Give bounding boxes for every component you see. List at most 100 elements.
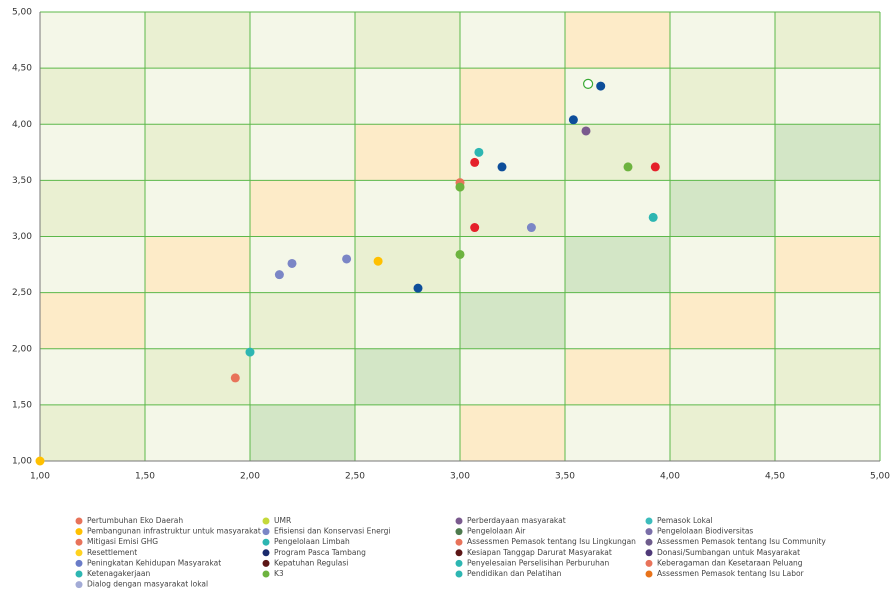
matrix-cell [145,68,250,125]
legend-label: Perberdayaan masyarakat [467,516,566,525]
data-point [455,182,465,192]
matrix-cell [670,68,775,125]
legend-marker [455,538,463,546]
legend-marker [262,570,270,578]
data-point [373,256,383,266]
legend-marker [645,528,653,536]
x-tick-label: 5,00 [870,472,890,482]
x-tick-label: 4,50 [765,472,785,482]
x-tick-label: 3,50 [555,472,575,482]
matrix-cell [355,292,460,349]
legend-label: Dialog dengan masyarakat lokal [87,580,208,589]
matrix-cell [250,12,355,69]
data-point [568,115,578,125]
legend-label: Pertumbuhan Eko Daerah [87,516,183,525]
matrix-cell [775,68,880,125]
legend-label: Pengelolaan Limbah [274,537,350,546]
data-point [413,283,423,293]
matrix-cell [355,236,460,293]
legend-label: Pemasok Lokal [657,516,713,525]
data-point [581,126,591,136]
legend-label: Pengelolaan Air [467,527,526,536]
legend-label: Pendidikan dan Pelatihan [467,569,562,578]
matrix-cell [40,292,145,349]
data-point [623,162,633,172]
y-tick-label: 5,00 [12,8,32,18]
legend-marker [645,559,653,567]
matrix-cell [355,348,460,405]
legend-marker [75,581,83,589]
matrix-cell [250,124,355,181]
legend-label: Assessmen Pemasok tentang Isu Labor [657,569,805,578]
matrix-cell [460,292,565,349]
legend-marker [455,528,463,536]
legend-marker [262,517,270,525]
legend-marker [262,528,270,536]
matrix-cell [565,12,670,69]
legend-label: Assessmen Pemasok tentang Isu Community [657,537,826,546]
data-point [497,162,507,172]
matrix-cell [670,404,775,461]
legend-marker [645,538,653,546]
matrix-cell [145,236,250,293]
matrix-cell [145,292,250,349]
legend-label: Pembangunan infrastruktur untuk masyarak… [87,527,261,536]
legend-marker [262,549,270,557]
y-tick-label: 3,00 [12,232,32,242]
matrix-cell [145,124,250,181]
matrix-cell [250,404,355,461]
matrix-cell [775,236,880,293]
x-tick-label: 3,00 [450,472,470,482]
matrix-cell [250,180,355,237]
legend-label: Assessmen Pemasok tentang Isu Lingkungan [467,537,636,546]
legend-marker [75,528,83,536]
matrix-cell [40,68,145,125]
y-tick-label: 4,00 [12,120,32,130]
matrix-cell [565,68,670,125]
matrix-cell [670,348,775,405]
x-tick-label: 1,00 [30,472,50,482]
data-point [230,373,240,383]
matrix-cell [565,180,670,237]
matrix-cell [40,236,145,293]
matrix-cell [565,348,670,405]
legend-marker [75,517,83,525]
legend-marker [75,570,83,578]
legend-marker [75,538,83,546]
matrix-cell [670,292,775,349]
legend-label: Ketenagakerjaan [87,569,150,578]
matrix-cell [40,348,145,405]
y-tick-label: 3,50 [12,176,32,186]
data-point [470,223,480,233]
legend-label: K3 [274,569,284,578]
matrix-cell [40,12,145,69]
matrix-cell [775,180,880,237]
matrix-cell [250,68,355,125]
data-point [342,254,352,264]
legend-label: Peningkatan Kehidupan Masyarakat [87,558,221,567]
matrix-cell [355,68,460,125]
legend-label: Kesiapan Tanggap Darurat Masyarakat [467,548,612,557]
legend-label: UMR [274,516,291,525]
matrix-cell [145,12,250,69]
x-tick-label: 2,50 [345,472,365,482]
y-tick-label: 4,50 [12,64,32,74]
matrix-cell [670,124,775,181]
matrix-cell [775,348,880,405]
legend-marker [455,559,463,567]
matrix-cell [565,236,670,293]
matrix-cell [145,180,250,237]
data-point [526,223,536,233]
data-point [274,270,284,280]
matrix-cell [460,404,565,461]
matrix-cell [355,180,460,237]
legend-marker [645,517,653,525]
y-tick-label: 1,50 [12,400,32,410]
legend-marker [455,517,463,525]
x-tick-label: 2,00 [240,472,260,482]
matrix-cell [565,292,670,349]
data-point [582,78,594,89]
matrix-cell [460,236,565,293]
y-tick-label: 1,00 [12,457,32,467]
